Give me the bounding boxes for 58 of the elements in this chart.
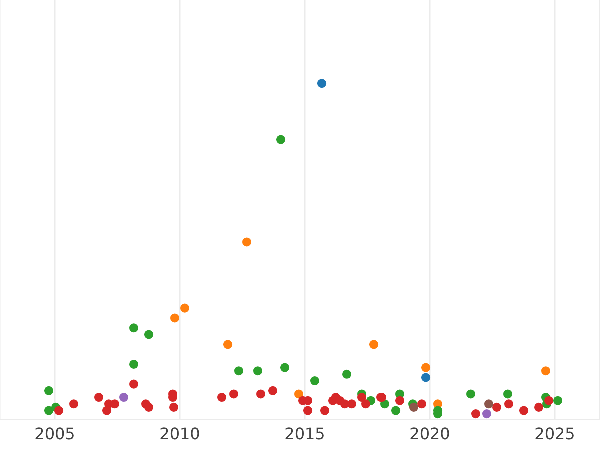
point [553,396,563,406]
point [471,410,481,419]
point [421,363,431,372]
point [541,366,551,376]
point [119,393,129,402]
point [169,402,179,412]
point [129,324,139,333]
point [268,386,278,396]
point [256,390,266,399]
point [503,390,513,399]
point [280,363,290,372]
point [409,402,419,412]
point [357,393,367,402]
point [347,400,357,409]
point [223,340,233,350]
point [217,393,227,402]
point [242,238,252,247]
point [180,304,190,313]
x-tick-label: 2010 [160,424,200,444]
point [303,406,313,416]
point [342,370,352,379]
point [129,360,139,369]
point [276,135,286,144]
point [504,400,514,409]
point [170,314,180,323]
point [519,406,529,416]
point [253,366,263,376]
point [466,390,476,399]
x-tick-label: 2020 [410,424,450,444]
point [421,373,431,382]
point [391,406,401,416]
point [369,340,379,350]
point [317,79,327,88]
point [320,406,330,416]
point [534,402,544,412]
x-tick-label: 2015 [284,424,326,444]
point [44,386,54,396]
point [54,406,64,416]
x-tick-label: 2025 [534,424,576,444]
x-tick-label: 2005 [34,424,76,444]
point [361,400,371,409]
point [229,390,239,399]
point [144,330,154,340]
point [69,400,79,409]
point [129,380,139,389]
point [482,410,492,419]
point [44,406,54,416]
point [395,396,405,406]
point [102,406,112,416]
point [144,402,154,412]
point [492,402,502,412]
point [294,390,304,399]
point [310,376,320,386]
point [544,396,554,406]
point [94,393,104,402]
point [417,400,427,409]
point [234,366,244,376]
point [484,400,494,409]
